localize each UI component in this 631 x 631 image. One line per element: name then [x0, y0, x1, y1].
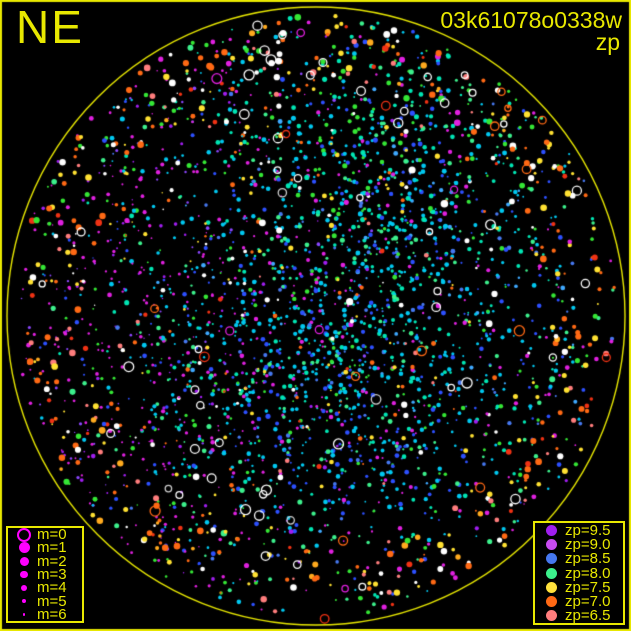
colorbar-field-label: zp [595, 29, 620, 55]
filled-circle-marker-icon [545, 553, 557, 565]
legend-label: m=0 [37, 526, 67, 544]
legend-row: m=5 [11, 592, 82, 610]
legend-marker-cell [537, 567, 565, 579]
legend-label: m=3 [37, 566, 67, 583]
legend-row: zp=6.5 [537, 607, 623, 625]
legend-label: zp=7.0 [565, 593, 611, 611]
filled-circle-marker-icon [21, 584, 27, 591]
legend-row: zp=8.5 [537, 550, 623, 568]
legend-label: zp=7.5 [565, 578, 611, 596]
legend-marker-cell [537, 610, 565, 622]
filled-circle-marker-icon [22, 613, 26, 616]
filled-circle-marker-icon [20, 570, 28, 579]
legend-marker-cell [537, 596, 565, 608]
filled-circle-marker-icon [545, 524, 557, 536]
legend-row: m=1 [11, 539, 82, 557]
legend-row: zp=7.0 [537, 593, 623, 611]
orientation-label: NE [16, 1, 84, 53]
legend-label: m=6 [37, 605, 67, 623]
legend-row: m=3 [11, 566, 82, 583]
exposure-title: 03k61078o0338w [440, 7, 622, 33]
legend-row: zp=9.0 [537, 535, 623, 553]
filled-circle-marker-icon [545, 538, 557, 550]
legend-marker-cell [11, 570, 37, 579]
legend-marker-cell [11, 542, 37, 554]
legend-label: zp=9.5 [565, 521, 611, 539]
legend-row: zp=8.0 [537, 564, 623, 582]
legend-label: m=2 [37, 552, 67, 570]
magnitude-legend: m=0 m=1 m=2 m=3 m=4 m=5 m=6 [6, 526, 84, 623]
legend-marker-cell [537, 581, 565, 593]
legend-row: zp=9.5 [537, 521, 623, 539]
zeropoint-legend: zp=9.5 zp=9.0 zp=8.5 zp=8.0 zp=7.5 zp=7.0 zp=6… [533, 521, 625, 625]
filled-circle-marker-icon [18, 542, 30, 554]
legend-label: m=1 [37, 539, 67, 557]
filled-circle-marker-icon [545, 596, 557, 608]
legend-label: zp=8.5 [565, 550, 611, 568]
open-circle-marker-icon [17, 527, 31, 542]
legend-label: zp=6.5 [565, 607, 611, 625]
legend-marker-cell [11, 613, 37, 616]
legend-row: m=2 [11, 552, 82, 570]
legend-label: m=4 [37, 579, 67, 597]
legend-marker-cell [537, 553, 565, 565]
filled-circle-marker-icon [545, 567, 557, 579]
filled-circle-marker-icon [19, 556, 29, 566]
legend-label: m=5 [37, 592, 67, 610]
legend-row: m=0 [11, 526, 82, 544]
legend-marker-cell [11, 527, 37, 542]
legend-row: zp=7.5 [537, 578, 623, 596]
legend-marker-cell [537, 524, 565, 536]
legend-marker-cell [11, 584, 37, 591]
filled-circle-marker-icon [545, 610, 557, 622]
legend-marker-cell [11, 556, 37, 566]
legend-marker-cell [11, 598, 37, 604]
legend-label: zp=8.0 [565, 564, 611, 582]
legend-marker-cell [537, 538, 565, 550]
legend-row: m=4 [11, 579, 82, 597]
legend-label: zp=9.0 [565, 535, 611, 553]
filled-circle-marker-icon [545, 581, 557, 593]
legend-row: m=6 [11, 605, 82, 623]
filled-circle-marker-icon [21, 598, 27, 604]
